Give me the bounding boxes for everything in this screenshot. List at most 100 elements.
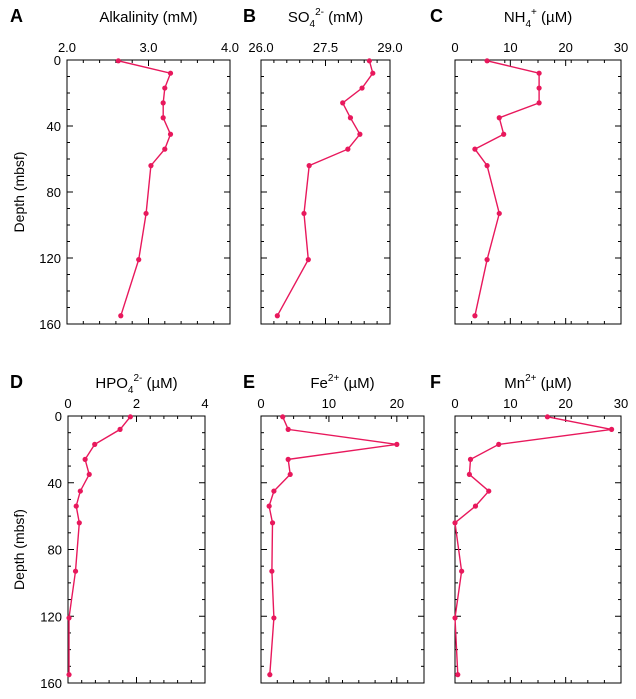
x-tick-label: 20	[390, 396, 404, 411]
y-tick-label: 0	[54, 53, 61, 68]
data-point	[86, 471, 92, 478]
data-point	[459, 568, 465, 574]
data-point	[280, 414, 286, 420]
panel-a: A Alkalinity (mM) 2.0 3.0 4.0 0 40 80 120 160 Dept…	[10, 6, 239, 332]
y-tick-label: 0	[55, 409, 62, 424]
data-point	[394, 441, 400, 447]
data-point	[486, 488, 492, 494]
data-point	[496, 441, 502, 447]
data-point	[370, 70, 376, 76]
panel-f: F Mn2+ (µM) 0 10 20 30	[430, 372, 628, 684]
plot-frame	[260, 415, 425, 684]
data-point	[269, 568, 275, 574]
x-tick-label: 26.0	[248, 40, 273, 55]
data-point	[136, 257, 142, 263]
x-tick-label: 10	[322, 396, 336, 411]
data-point	[76, 520, 82, 526]
data-point	[472, 146, 478, 152]
data-point	[118, 313, 124, 319]
panel-letter: A	[10, 6, 23, 26]
data-point	[357, 131, 363, 137]
data-point	[366, 58, 372, 64]
plot-frame	[260, 59, 391, 325]
series-line	[68, 416, 131, 675]
series-line	[118, 60, 172, 317]
data-point	[452, 520, 458, 526]
panel-title: Fe2+ (µM)	[310, 373, 374, 392]
data-point	[496, 115, 502, 121]
y-tick-label: 160	[39, 317, 61, 332]
panel-title: Mn2+ (µM)	[504, 373, 572, 392]
series-line	[454, 416, 612, 675]
data-point	[359, 85, 365, 91]
data-point	[274, 313, 280, 319]
y-tick-label: 80	[48, 543, 62, 558]
data-point	[267, 672, 273, 678]
x-tick-label: 3.0	[139, 40, 157, 55]
y-tick-label: 160	[40, 676, 62, 691]
series-line	[268, 416, 397, 675]
data-point	[269, 520, 276, 526]
data-point	[345, 146, 351, 152]
y-tick-label: 120	[40, 609, 62, 624]
data-point	[162, 146, 168, 152]
panel-title: Alkalinity (mM)	[99, 9, 197, 26]
data-point	[347, 115, 354, 121]
y-tick-label: 40	[47, 119, 61, 134]
data-point	[285, 426, 291, 432]
data-point	[160, 100, 166, 106]
data-point	[301, 210, 307, 217]
data-point	[127, 414, 133, 420]
x-tick-label: 29.0	[377, 40, 402, 55]
panel-c: C NH4+ (µM) 0 10 20 30	[430, 6, 628, 325]
data-point	[66, 615, 72, 621]
data-point	[484, 58, 490, 64]
x-tick-label: 10	[503, 40, 517, 55]
series-line	[473, 60, 540, 316]
data-point	[117, 426, 123, 432]
data-point	[285, 456, 291, 462]
data-point	[484, 257, 490, 263]
panel-title: HPO42- (µM)	[95, 373, 177, 396]
x-tick-label: 4.0	[221, 40, 239, 55]
data-point	[167, 131, 174, 137]
data-point	[271, 615, 277, 621]
x-tick-label: 0	[451, 40, 458, 55]
data-point	[73, 503, 79, 509]
x-tick-label: 30	[614, 40, 628, 55]
data-point	[496, 210, 502, 217]
data-point	[536, 100, 542, 106]
x-tick-label: 27.5	[313, 40, 338, 55]
panel-letter: B	[243, 6, 256, 26]
x-tick-label: 0	[451, 396, 458, 411]
panel-title: SO42- (mM)	[288, 7, 363, 30]
data-point	[544, 414, 551, 420]
x-tick-label: 4	[201, 396, 208, 411]
x-tick-label: 2.0	[58, 40, 76, 55]
x-tick-label: 0	[64, 396, 71, 411]
data-point	[77, 488, 83, 494]
y-axis-label: Depth (mbsf)	[11, 509, 27, 590]
data-point	[92, 441, 98, 447]
panel-letter: E	[243, 372, 255, 392]
data-point	[72, 568, 79, 574]
x-tick-label: 20	[558, 40, 572, 55]
data-point	[472, 503, 479, 509]
panel-letter: D	[10, 372, 23, 392]
y-tick-label: 40	[48, 476, 62, 491]
data-point	[466, 471, 472, 478]
y-axis-label: Depth (mbsf)	[11, 152, 27, 233]
y-tick-label: 120	[39, 251, 61, 266]
plot-frame	[67, 415, 206, 684]
x-tick-label: 30	[614, 396, 628, 411]
data-point	[484, 163, 490, 169]
data-point	[162, 85, 168, 91]
data-point	[340, 100, 346, 106]
plot-frame	[454, 415, 622, 684]
panel-letter: F	[430, 372, 441, 392]
panel-title: NH4+ (µM)	[504, 7, 572, 30]
x-tick-label: 10	[503, 396, 517, 411]
data-point	[160, 115, 166, 121]
